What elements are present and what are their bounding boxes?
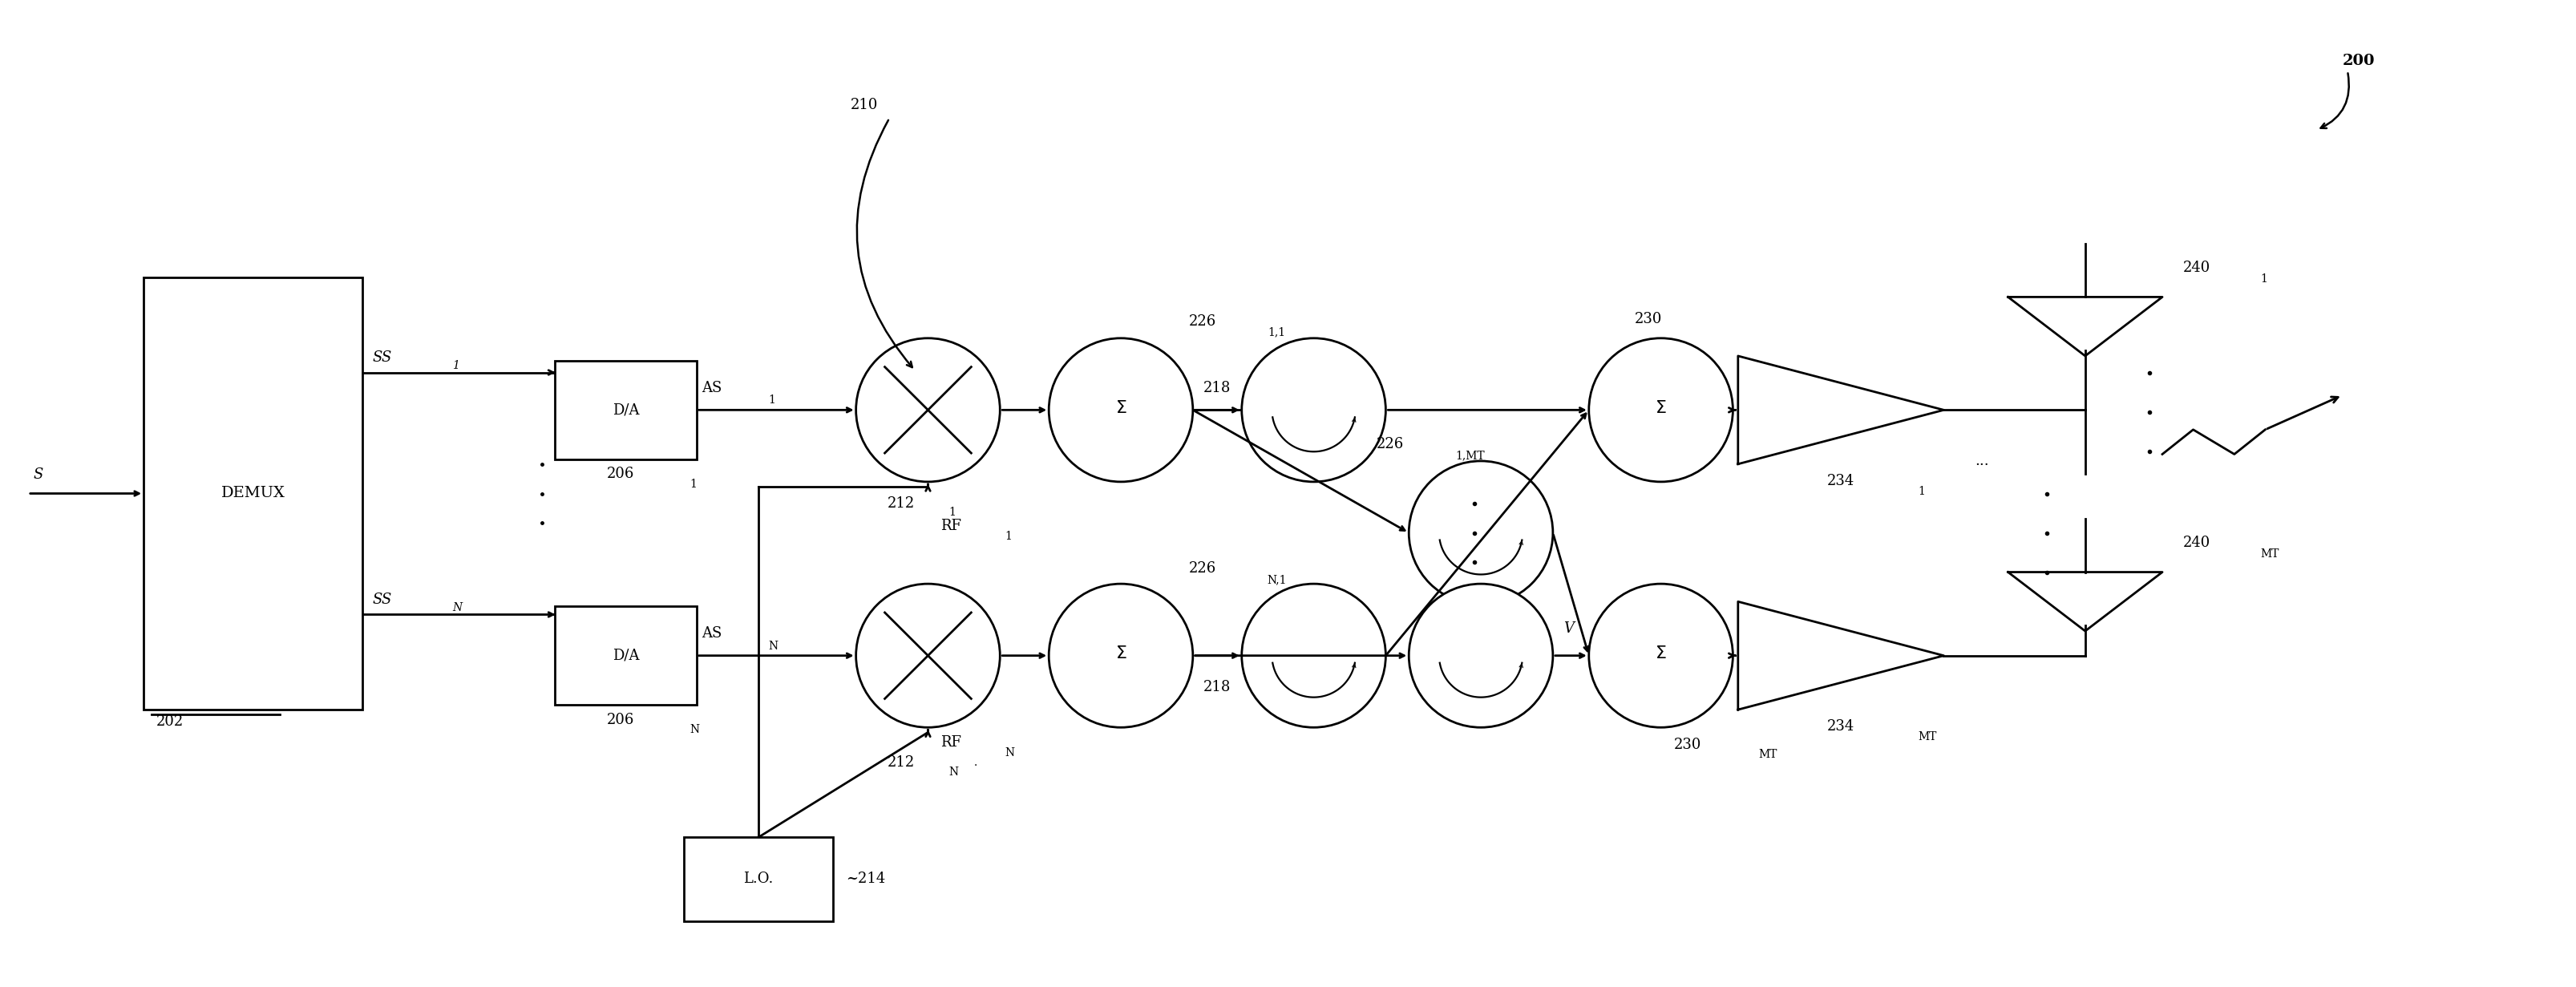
Text: 212: 212	[889, 496, 914, 511]
Text: L.O.: L.O.	[744, 872, 773, 886]
Ellipse shape	[1048, 339, 1193, 482]
Text: 210: 210	[850, 98, 878, 113]
FancyBboxPatch shape	[554, 361, 696, 459]
Text: N: N	[948, 767, 958, 778]
Text: 240: 240	[2182, 261, 2210, 274]
Text: S: S	[33, 467, 44, 482]
Text: DEMUX: DEMUX	[222, 487, 286, 500]
Text: ~214: ~214	[845, 872, 886, 886]
Ellipse shape	[855, 584, 999, 727]
Ellipse shape	[1242, 584, 1386, 727]
Text: 226: 226	[1188, 562, 1216, 576]
Text: V: V	[1564, 622, 1574, 636]
Text: N: N	[1280, 692, 1291, 703]
Text: MT: MT	[2259, 549, 2280, 560]
Text: N: N	[453, 602, 461, 614]
Text: 1: 1	[1280, 395, 1288, 406]
Text: 230: 230	[1633, 312, 1662, 327]
Text: 1: 1	[948, 506, 956, 517]
Ellipse shape	[1048, 584, 1193, 727]
Text: 1: 1	[453, 360, 459, 371]
FancyBboxPatch shape	[144, 277, 363, 710]
Text: RF: RF	[940, 735, 961, 750]
Ellipse shape	[1409, 461, 1553, 605]
Text: 200: 200	[2342, 54, 2375, 68]
Text: N,1: N,1	[1267, 574, 1288, 585]
Text: D/A: D/A	[613, 648, 639, 663]
Text: 212: 212	[889, 755, 914, 770]
Text: $\Sigma$: $\Sigma$	[1654, 399, 1667, 417]
Ellipse shape	[1589, 339, 1734, 482]
Text: MT: MT	[1759, 749, 1777, 760]
Text: 206: 206	[608, 713, 634, 727]
Text: 234: 234	[1826, 474, 1855, 489]
Text: N: N	[768, 641, 778, 651]
Text: 1: 1	[768, 395, 775, 406]
Text: $\Sigma$: $\Sigma$	[1115, 399, 1126, 417]
FancyBboxPatch shape	[554, 606, 696, 705]
Text: 226: 226	[1376, 436, 1404, 451]
Text: 240: 240	[2182, 535, 2210, 550]
Text: 1: 1	[2259, 273, 2267, 285]
Text: 1: 1	[1005, 531, 1012, 542]
Text: MT: MT	[1919, 731, 1937, 742]
Text: $\Sigma$: $\Sigma$	[1654, 645, 1667, 662]
Text: 218: 218	[1203, 680, 1231, 695]
Text: 1,MT: 1,MT	[1455, 450, 1484, 461]
Text: 1,MT: 1,MT	[1610, 637, 1638, 647]
Text: 226: 226	[1188, 314, 1216, 329]
FancyBboxPatch shape	[683, 837, 832, 921]
Text: N: N	[1005, 747, 1015, 758]
Ellipse shape	[1242, 339, 1386, 482]
Text: 1: 1	[690, 479, 698, 490]
Ellipse shape	[1409, 584, 1553, 727]
Text: 202: 202	[157, 715, 183, 729]
Text: 1: 1	[1919, 486, 1924, 496]
Ellipse shape	[1589, 584, 1734, 727]
Text: ...: ...	[1976, 454, 1989, 469]
Text: 234: 234	[1826, 720, 1855, 734]
Text: 218: 218	[1203, 381, 1231, 395]
Text: .: .	[974, 757, 979, 768]
Text: 206: 206	[608, 467, 634, 482]
Text: AS: AS	[701, 381, 721, 395]
Text: 230: 230	[1674, 737, 1700, 752]
Text: D/A: D/A	[613, 403, 639, 418]
Text: N: N	[690, 724, 701, 735]
Text: $\Sigma$: $\Sigma$	[1115, 645, 1126, 662]
Text: SS: SS	[374, 592, 392, 607]
Text: SS: SS	[374, 350, 392, 364]
Text: AS: AS	[701, 627, 721, 641]
Ellipse shape	[855, 339, 999, 482]
Text: 1,1: 1,1	[1267, 327, 1285, 339]
Text: RF: RF	[940, 519, 961, 534]
